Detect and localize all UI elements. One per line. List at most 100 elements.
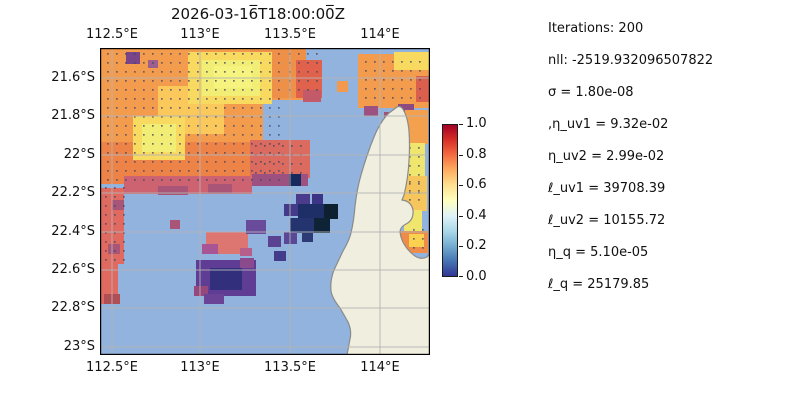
stipple-dot (134, 161, 136, 163)
stipple-dot (269, 62, 271, 64)
stipple-dot (418, 199, 420, 201)
stipple-dot (179, 62, 181, 64)
stipple-dot (134, 179, 136, 181)
stipple-dot (282, 145, 284, 147)
stipple-dot (392, 97, 394, 99)
stipple-dot (418, 183, 420, 185)
stipple-dot (152, 71, 154, 73)
stipple-dot (251, 62, 253, 64)
stipple-dot (143, 161, 145, 163)
stipple-dot (413, 247, 415, 249)
stipple-dot (278, 161, 280, 163)
stipple-dot (409, 165, 411, 167)
stipple-dot (134, 98, 136, 100)
stipple-dot (233, 98, 235, 100)
stipple-dot (215, 152, 217, 154)
stipple-dot (269, 143, 271, 145)
stipple-dot (365, 97, 367, 99)
stat-line: η_q = 5.10e-05 (548, 245, 649, 260)
stipple-dot (107, 161, 109, 163)
stipple-dot (125, 125, 127, 127)
stipple-dot (269, 179, 271, 181)
stipple-dot (251, 179, 253, 181)
stipple-dot (114, 250, 116, 252)
stipple-dot (260, 125, 262, 127)
stipple-dot (224, 62, 226, 64)
stipple-dot (298, 71, 300, 73)
stipple-dot (224, 98, 226, 100)
axes-border (99, 47, 431, 356)
stipple-dot (392, 79, 394, 81)
stipple-dot (419, 88, 421, 90)
stipple-dot (206, 143, 208, 145)
stipple-dot (197, 179, 199, 181)
stipple-dot (365, 61, 367, 63)
stat-line: ℓ_q = 25179.85 (548, 277, 650, 292)
stipple-dot (260, 89, 262, 91)
stipple-dot (251, 143, 253, 145)
stipple-dot (215, 89, 217, 91)
stipple-dot (116, 125, 118, 127)
stipple-dot (410, 97, 412, 99)
stipple-dot (114, 187, 116, 189)
stipple-dot (161, 125, 163, 127)
stipple-dot (197, 98, 199, 100)
stipple-dot (188, 161, 190, 163)
colorbar (442, 124, 458, 277)
stipple-dot (116, 170, 118, 172)
stipple-dot (278, 62, 280, 64)
stipple-dot (161, 89, 163, 91)
stipple-dot (242, 80, 244, 82)
colorbar-tick-label: 0.0 (466, 269, 487, 284)
stipple-dot (418, 190, 420, 192)
stipple-dot (161, 152, 163, 154)
stipple-dot (134, 152, 136, 154)
stipple-dot (224, 107, 226, 109)
stipple-dot (233, 107, 235, 109)
stipple-dot (125, 179, 127, 181)
stipple-dot (260, 71, 262, 73)
stipple-dot (383, 70, 385, 72)
stipple-dot (401, 70, 403, 72)
stipple-dot (206, 116, 208, 118)
stipple-dot (260, 53, 262, 55)
stipple-dot (269, 98, 271, 100)
stipple-dot (206, 107, 208, 109)
stipple-dot (409, 199, 411, 201)
stipple-dot (298, 53, 300, 55)
stipple-dot (410, 79, 412, 81)
stipple-dot (197, 53, 199, 55)
stipple-dot (316, 62, 318, 64)
stipple-dot (278, 179, 280, 181)
stipple-dot (215, 98, 217, 100)
stipple-dot (260, 80, 262, 82)
stipple-dot (224, 116, 226, 118)
stipple-dot (161, 179, 163, 181)
stipple-dot (300, 172, 302, 174)
stipple-dot (179, 98, 181, 100)
stipple-dot (134, 89, 136, 91)
stipple-dot (269, 161, 271, 163)
stipple-dot (188, 89, 190, 91)
x-tick-label-bottom: 113°E (180, 360, 220, 375)
stipple-dot (251, 98, 253, 100)
stipple-dot (374, 97, 376, 99)
stipple-dot (143, 71, 145, 73)
stipple-dot (152, 179, 154, 181)
stipple-dot (413, 238, 415, 240)
stipple-dot (206, 152, 208, 154)
stipple-dot (107, 62, 109, 64)
stipple-dot (188, 134, 190, 136)
stipple-dot (107, 89, 109, 91)
stipple-dot (233, 179, 235, 181)
stipple-dot (269, 134, 271, 136)
stipple-dot (260, 143, 262, 145)
stipple-dot (233, 71, 235, 73)
stipple-dot (206, 98, 208, 100)
stipple-dot (197, 116, 199, 118)
stipple-dot (233, 125, 235, 127)
stipple-dot (383, 61, 385, 63)
stipple-dot (143, 179, 145, 181)
stipple-dot (215, 179, 217, 181)
stipple-dot (197, 170, 199, 172)
